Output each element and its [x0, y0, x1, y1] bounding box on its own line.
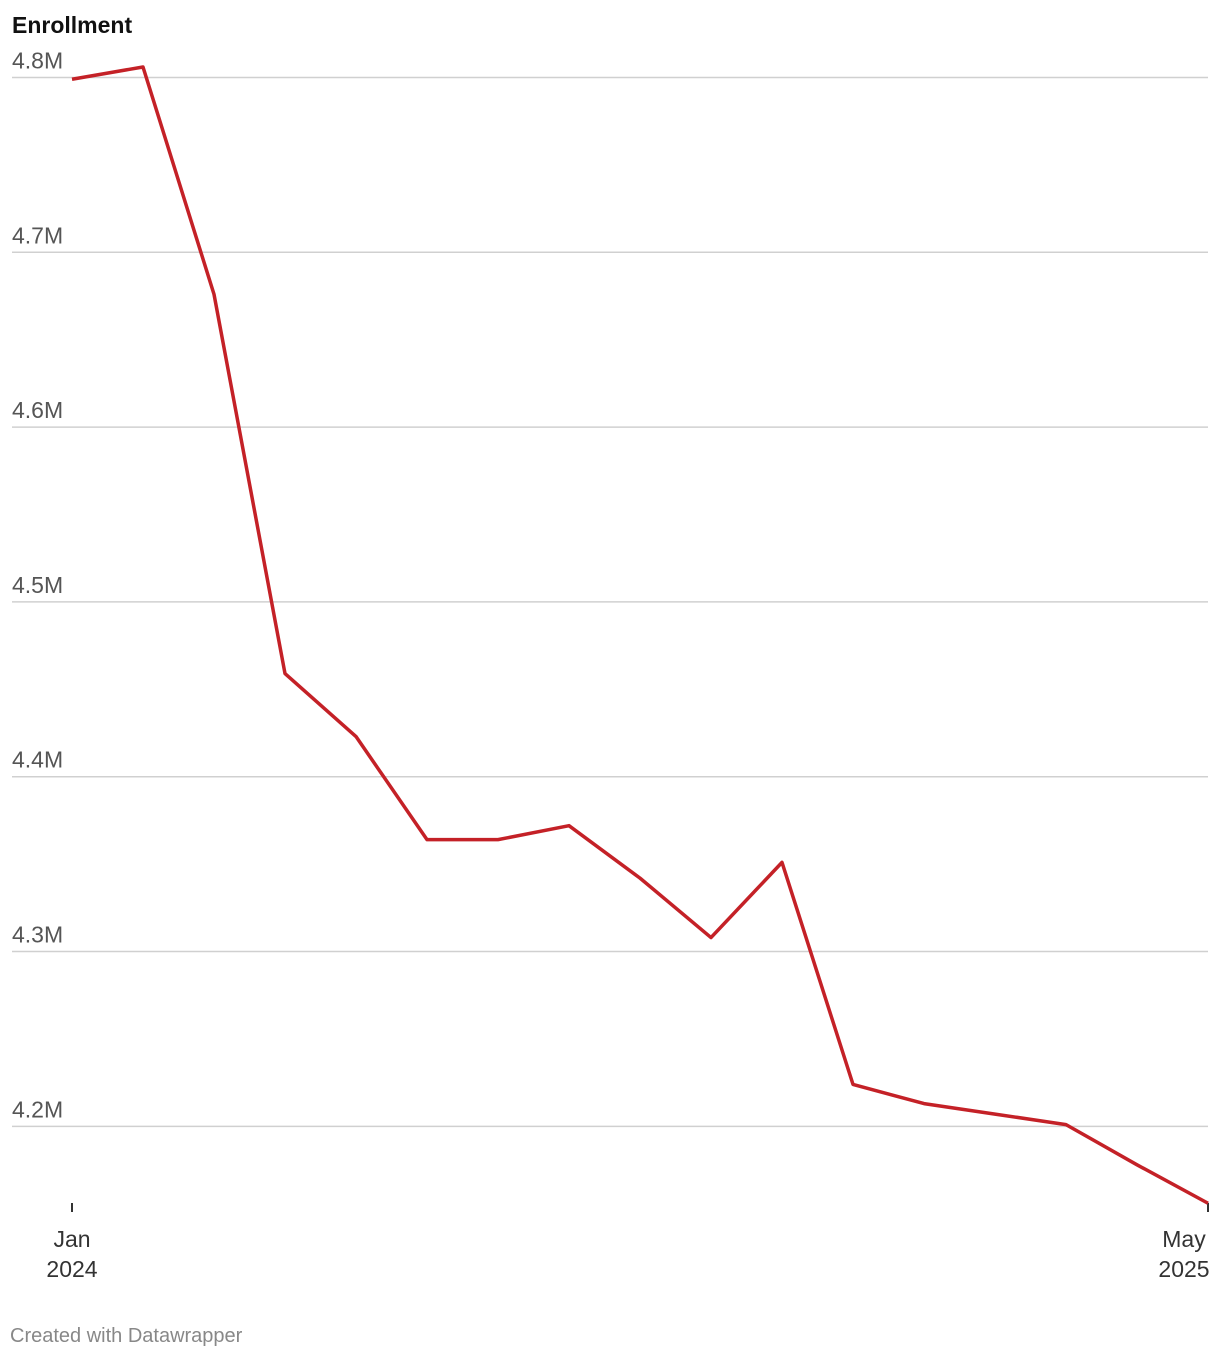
y-tick-label: 4.5M — [12, 572, 63, 598]
x-tick-label: Jan 2024 — [46, 1226, 97, 1282]
y-tick-label: 4.4M — [12, 747, 63, 773]
y-tick-label: 4.3M — [12, 922, 63, 948]
x-tick-label: May 2025 — [1158, 1226, 1209, 1282]
x-tick-label-line: 2025 — [1158, 1256, 1209, 1282]
x-tick-label-line: Jan — [53, 1226, 90, 1252]
y-tick-label: 4.7M — [12, 222, 63, 248]
y-tick-label: 4.2M — [12, 1096, 63, 1122]
x-tick-label-line: 2024 — [46, 1256, 97, 1282]
y-tick-label: 4.8M — [12, 47, 63, 73]
x-tick-label-line: May — [1162, 1226, 1206, 1252]
credit: Created with Datawrapper — [10, 1325, 243, 1347]
y-tick-label: 4.6M — [12, 397, 63, 423]
line — [71, 65, 1209, 1205]
chart-title: Enrollment — [12, 12, 132, 38]
